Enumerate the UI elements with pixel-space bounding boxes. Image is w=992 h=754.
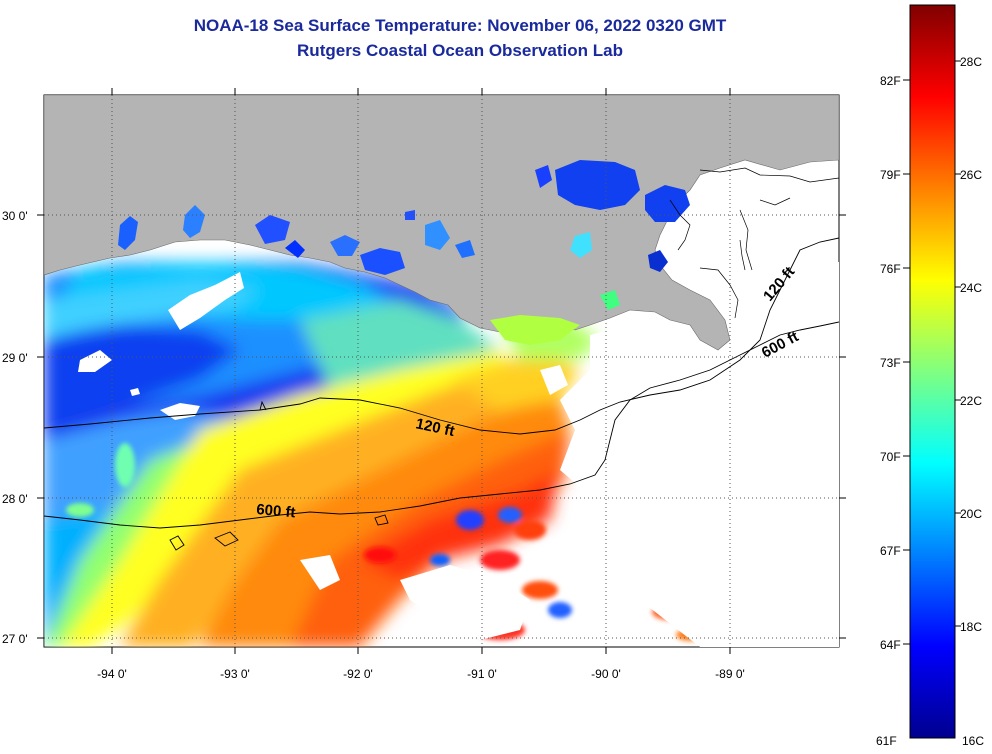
lon-tick-label: -89 0' xyxy=(715,667,745,681)
contour-120ft-line xyxy=(44,237,839,435)
lat-tick-label: 28 0' xyxy=(2,492,28,506)
lat-tick-label: 29 0' xyxy=(2,351,28,365)
bathymetry-contours xyxy=(44,237,839,551)
lon-tick-label: -93 0' xyxy=(220,667,250,681)
colorbar-c-label: 26C xyxy=(960,168,982,182)
colorbar: 82F 79F 76F 73F 70F 67F 64F 61F 28C 26C … xyxy=(876,4,984,748)
colorbar-f-label: 67F xyxy=(880,544,901,558)
colorbar-c-label: 16C xyxy=(962,734,984,748)
sst-field xyxy=(44,262,600,647)
colorbar-f-label: 79F xyxy=(880,168,901,182)
contour-600ft-line xyxy=(44,321,839,529)
colorbar-f-label: 64F xyxy=(880,638,901,652)
contour-label-600ft-1: 600 ft xyxy=(256,501,297,521)
colorbar-f-label: 82F xyxy=(880,74,901,88)
lat-tick-label: 30 0' xyxy=(2,209,28,223)
colorbar-c-label: 24C xyxy=(960,281,982,295)
lon-tick-label: -92 0' xyxy=(343,667,373,681)
axis-ticks xyxy=(37,88,846,654)
chart-title: NOAA-18 Sea Surface Temperature: Novembe… xyxy=(193,16,727,35)
coastline-islands xyxy=(669,167,840,319)
colorbar-f-label: 73F xyxy=(880,356,901,370)
chart-subtitle: Rutgers Coastal Ocean Observation Lab xyxy=(297,41,623,60)
lon-tick-label: -90 0' xyxy=(591,667,621,681)
graticule xyxy=(44,95,839,647)
lon-tick-label: -94 0' xyxy=(97,667,127,681)
colorbar-f-label: 76F xyxy=(880,262,901,276)
lon-tick-label: -91 0' xyxy=(467,667,497,681)
colorbar-f-label: 70F xyxy=(880,450,901,464)
colorbar-c-label: 18C xyxy=(960,620,982,634)
colorbar-c-label: 20C xyxy=(960,507,982,521)
colorbar-gradient xyxy=(909,4,956,739)
colorbar-c-label: 28C xyxy=(960,55,982,69)
colorbar-f-label: 61F xyxy=(876,734,897,748)
no-data-areas xyxy=(78,262,839,647)
lat-tick-label: 27 0' xyxy=(2,632,28,646)
colorbar-c-label: 22C xyxy=(960,394,982,408)
